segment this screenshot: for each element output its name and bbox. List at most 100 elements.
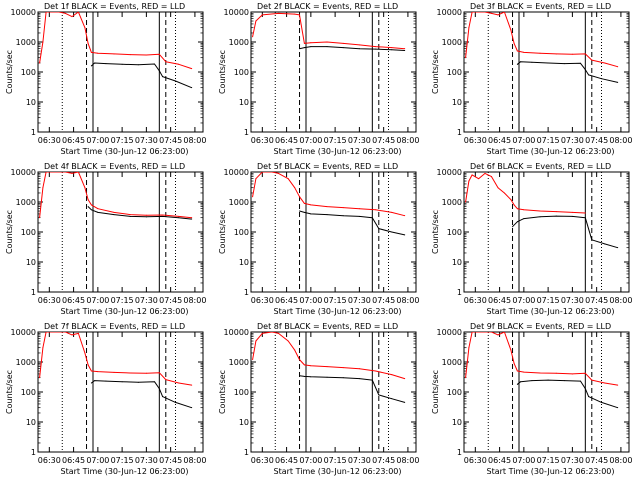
data-point-lld — [523, 51, 525, 53]
chart-title: Det 3f BLACK = Events, RED = LLD — [470, 2, 611, 11]
data-point-events — [191, 87, 193, 89]
data-point-events — [358, 215, 360, 217]
data-point-lld — [510, 199, 512, 201]
detector-panel-1: Det 1f BLACK = Events, RED = LLD Counts/s… — [0, 0, 213, 160]
data-point-lld — [310, 204, 312, 206]
series-line-events — [91, 380, 192, 409]
data-point-events — [617, 247, 619, 249]
x-axis-label: Start Time (30-Jun-12 06:23:00) — [274, 307, 402, 316]
data-point-events — [299, 375, 301, 377]
data-point-lld — [299, 196, 301, 198]
data-point-events — [584, 69, 586, 71]
series-line-events — [91, 62, 192, 89]
data-point-events — [137, 381, 139, 383]
data-point-lld — [503, 12, 505, 13]
data-point-events — [531, 380, 533, 382]
x-tick-label: 06:45 — [275, 296, 298, 305]
data-point-lld — [513, 42, 515, 44]
data-point-lld — [45, 12, 47, 13]
data-point-events — [520, 61, 522, 63]
data-point-events — [97, 211, 99, 213]
data-point-events — [591, 239, 593, 241]
data-point-lld — [617, 384, 619, 386]
detector-panel-9: Det 9f BLACK = Events, RED = LLD Counts/s… — [426, 320, 639, 480]
data-point-events — [162, 215, 164, 217]
data-point-lld — [39, 217, 41, 219]
chart-title: Det 7f BLACK = Events, RED = LLD — [44, 322, 185, 331]
data-point-events — [371, 217, 373, 219]
detector-chart-1: Det 1f BLACK = Events, RED = LLD Counts/s… — [5, 2, 206, 156]
data-point-lld — [471, 12, 473, 13]
data-point-events — [299, 48, 301, 50]
data-point-events — [601, 401, 602, 403]
data-point-lld — [77, 12, 79, 13]
data-point-lld — [287, 178, 289, 180]
data-point-events — [547, 379, 549, 381]
data-point-events — [94, 380, 96, 382]
data-point-lld — [287, 340, 289, 342]
y-tick-label: 1 — [457, 448, 462, 457]
x-axis-label: Start Time (30-Jun-12 06:23:00) — [487, 147, 615, 156]
data-point-lld — [191, 384, 193, 386]
data-point-events — [310, 46, 312, 48]
data-point-lld — [358, 44, 360, 46]
data-point-lld — [478, 12, 480, 13]
x-tick-label: 07:45 — [159, 296, 182, 305]
data-point-lld — [513, 362, 515, 364]
data-point-events — [121, 63, 123, 65]
series-line-events — [299, 375, 405, 403]
x-tick-label: 08:00 — [609, 456, 632, 465]
x-tick-label: 07:30 — [561, 456, 584, 465]
data-point-lld — [278, 172, 279, 174]
data-point-lld — [42, 187, 44, 189]
y-tick-label: 1000 — [442, 38, 462, 47]
data-point-lld — [52, 12, 54, 13]
data-point-lld — [375, 370, 377, 372]
series-line-lld — [465, 172, 586, 214]
x-tick-label: 08:00 — [396, 296, 419, 305]
x-tick-label: 08:00 — [396, 136, 419, 145]
data-point-lld — [58, 12, 60, 13]
x-tick-label: 07:15 — [537, 136, 560, 145]
x-tick-label: 06:45 — [488, 456, 511, 465]
data-point-lld — [77, 172, 79, 173]
data-point-lld — [465, 201, 467, 203]
chart-title: Det 2f BLACK = Events, RED = LLD — [257, 2, 398, 11]
data-point-events — [90, 209, 92, 211]
y-tick-label: 100 — [21, 68, 36, 77]
data-point-lld — [178, 215, 180, 217]
y-tick-label: 100 — [234, 228, 249, 237]
data-point-events — [145, 216, 147, 218]
data-point-lld — [391, 374, 393, 376]
data-point-lld — [42, 347, 44, 349]
x-tick-label: 07:00 — [299, 296, 322, 305]
data-point-events — [121, 381, 123, 383]
x-tick-label: 06:30 — [251, 456, 274, 465]
data-point-lld — [71, 16, 73, 18]
y-tick-label: 10000 — [437, 8, 462, 17]
data-point-events — [105, 63, 107, 65]
y-tick-label: 1 — [457, 288, 462, 297]
data-point-lld — [45, 332, 47, 333]
data-point-events — [516, 63, 518, 65]
data-point-lld — [162, 214, 164, 216]
data-point-events — [516, 221, 518, 223]
data-point-lld — [310, 365, 312, 367]
series-line-events — [512, 215, 618, 249]
x-tick-label: 07:00 — [299, 136, 322, 145]
detector-chart-3: Det 3f BLACK = Events, RED = LLD Counts/s… — [431, 2, 632, 156]
x-tick-label: 07:30 — [561, 136, 584, 145]
x-tick-label: 06:30 — [38, 296, 61, 305]
data-point-lld — [516, 50, 518, 52]
data-point-events — [584, 388, 586, 390]
data-point-events — [588, 396, 590, 398]
data-point-events — [516, 383, 518, 385]
y-axis-label: Counts/sec — [218, 370, 227, 414]
data-point-lld — [342, 367, 344, 369]
data-point-events — [563, 63, 565, 65]
data-point-events — [391, 398, 393, 400]
data-point-events — [191, 407, 193, 409]
data-point-lld — [84, 27, 86, 29]
data-point-lld — [497, 187, 499, 189]
x-tick-label: 06:30 — [38, 136, 61, 145]
